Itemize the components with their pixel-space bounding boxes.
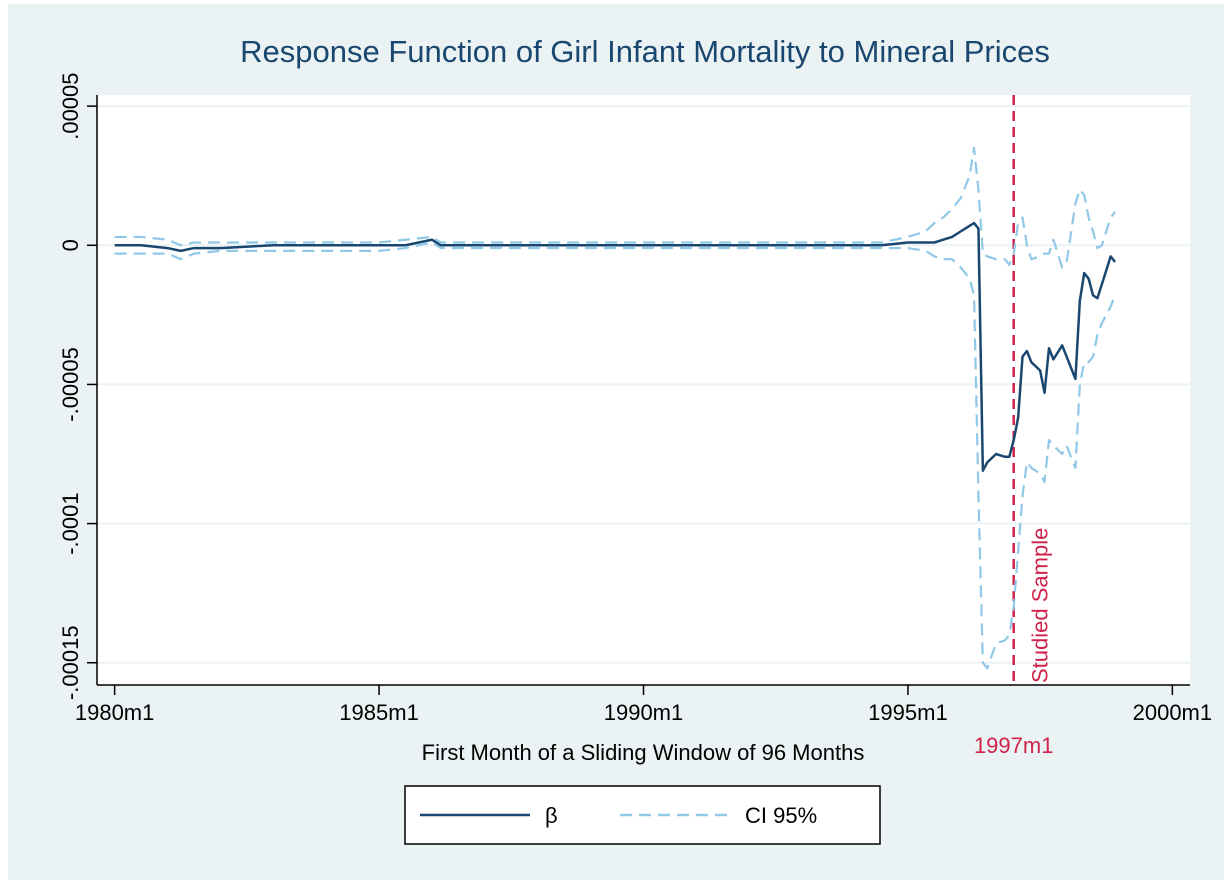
y-tick-label: .00005 (58, 72, 83, 139)
legend-label: CI 95% (745, 803, 817, 828)
chart-title: Response Function of Girl Infant Mortali… (240, 34, 1050, 69)
reference-label: 1997m1 (974, 733, 1054, 758)
x-tick-label: 1980m1 (75, 700, 155, 725)
x-tick-label: 1990m1 (604, 700, 684, 725)
x-tick-label: 2000m1 (1133, 700, 1213, 725)
y-tick-label: -.00005 (58, 347, 83, 422)
x-axis-title: First Month of a Sliding Window of 96 Mo… (422, 740, 865, 765)
reference-annotation: Studied Sample (1028, 528, 1053, 683)
plot-region (97, 95, 1190, 685)
x-tick-label: 1995m1 (868, 700, 948, 725)
y-tick-label: -.0001 (58, 492, 83, 554)
legend-label: β (545, 803, 558, 828)
y-tick-label: -.00015 (58, 625, 83, 700)
series-line (114, 241, 1117, 670)
x-tick-label: 1985m1 (339, 700, 419, 725)
series-line (114, 221, 1117, 472)
y-tick-label: 0 (58, 239, 83, 251)
series-line (114, 146, 1116, 269)
